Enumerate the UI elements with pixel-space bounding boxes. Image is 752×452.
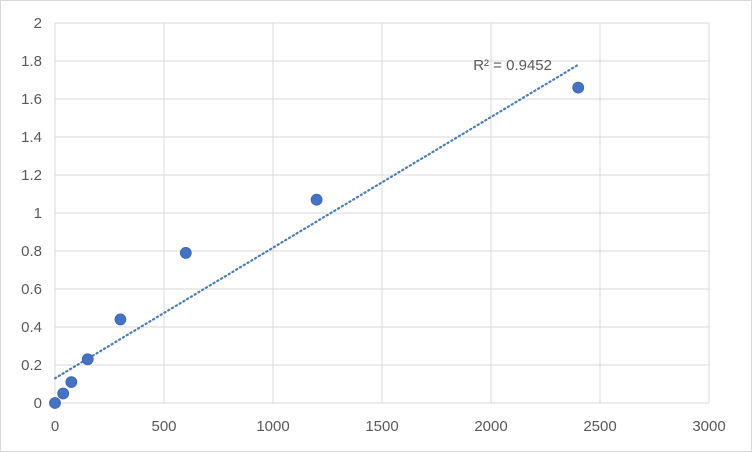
y-tick-label: 0.6 [21, 281, 42, 298]
y-tick-label: 0.8 [21, 243, 42, 260]
y-tick-label: 2 [34, 15, 42, 32]
gridlines [54, 22, 710, 404]
data-point [572, 81, 585, 94]
x-tick-label: 0 [51, 418, 59, 435]
x-tick-label: 3000 [692, 418, 725, 435]
x-tick-label: 1000 [256, 418, 289, 435]
y-tick-label: 0.4 [21, 319, 42, 336]
data-point [49, 397, 61, 409]
y-axis-tick-labels: 0 0.2 0.4 0.6 0.8 1 1.2 1.4 1.6 1.8 2 [21, 15, 42, 412]
y-tick-label: 1.8 [21, 53, 42, 70]
trendline [53, 63, 580, 380]
y-tick-label: 1.6 [21, 91, 42, 108]
data-point [81, 353, 94, 366]
x-axis-tick-labels: 0 500 1000 1500 2000 2500 3000 [51, 418, 726, 435]
x-tick-label: 2500 [583, 418, 616, 435]
x-tick-label: 500 [151, 418, 176, 435]
data-point [114, 313, 127, 326]
y-tick-label: 0 [34, 395, 42, 412]
y-tick-label: 1.4 [21, 129, 42, 146]
trendline-group [53, 63, 580, 380]
data-point [57, 387, 70, 400]
r-squared-annotation: R² = 0.9452 [473, 57, 552, 74]
x-tick-label: 1500 [365, 418, 398, 435]
y-tick-label: 1.2 [21, 167, 42, 184]
y-tick-label: 0.2 [21, 357, 42, 374]
data-points [49, 81, 585, 409]
data-point [65, 376, 78, 389]
data-point [310, 193, 323, 206]
data-point [179, 246, 192, 259]
y-tick-label: 1 [34, 205, 42, 222]
x-tick-label: 2000 [474, 418, 507, 435]
